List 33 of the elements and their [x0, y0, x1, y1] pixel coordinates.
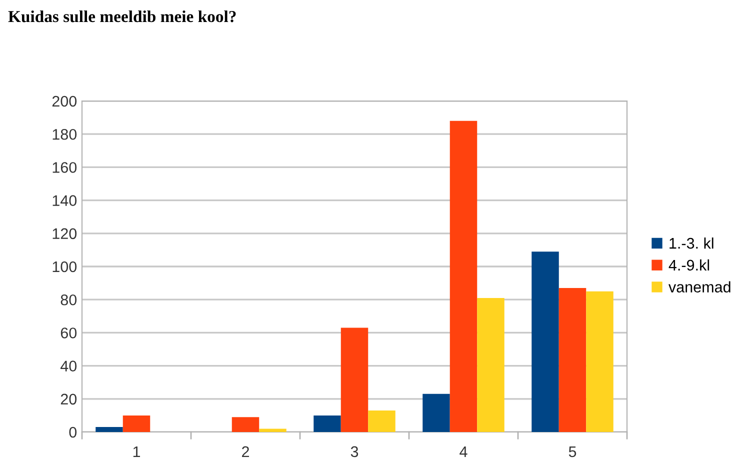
y-tick-label: 120	[52, 228, 77, 240]
x-tick-label: 3	[350, 446, 358, 458]
bar	[259, 428, 286, 432]
y-tick-label: 100	[52, 261, 77, 272]
x-tick-label: 1	[133, 446, 140, 457]
x-tick-label: 4	[460, 446, 468, 457]
legend-label: 4.-9.kl	[668, 259, 710, 271]
bar	[122, 415, 150, 432]
chart-title: Kuidas sulle meeldib meie kool?	[8, 10, 236, 22]
bar	[232, 417, 260, 432]
y-tick-label: 60	[60, 328, 77, 338]
y-tick-label: 0	[69, 426, 77, 438]
bar	[477, 298, 504, 432]
y-tick-label: 140	[52, 195, 77, 206]
y-tick-label: 180	[52, 128, 77, 140]
y-tick-label: 80	[60, 294, 77, 306]
bar	[558, 288, 586, 432]
bar	[450, 120, 478, 432]
bar	[340, 328, 368, 432]
bar	[586, 291, 614, 432]
y-tick-label: 40	[60, 360, 77, 372]
bar	[96, 427, 123, 432]
x-tick-label: 2	[242, 446, 249, 457]
bar	[314, 415, 341, 432]
y-tick-label: 160	[52, 162, 77, 173]
y-tick-label: 20	[60, 394, 77, 405]
legend-label: 1.-3. kl	[670, 238, 714, 249]
bar	[422, 394, 450, 432]
y-tick-label: 200	[52, 96, 77, 107]
legend-label: vanemad	[668, 281, 730, 292]
x-tick-label: 5	[568, 446, 576, 458]
bar	[368, 410, 396, 432]
bar	[532, 252, 559, 432]
